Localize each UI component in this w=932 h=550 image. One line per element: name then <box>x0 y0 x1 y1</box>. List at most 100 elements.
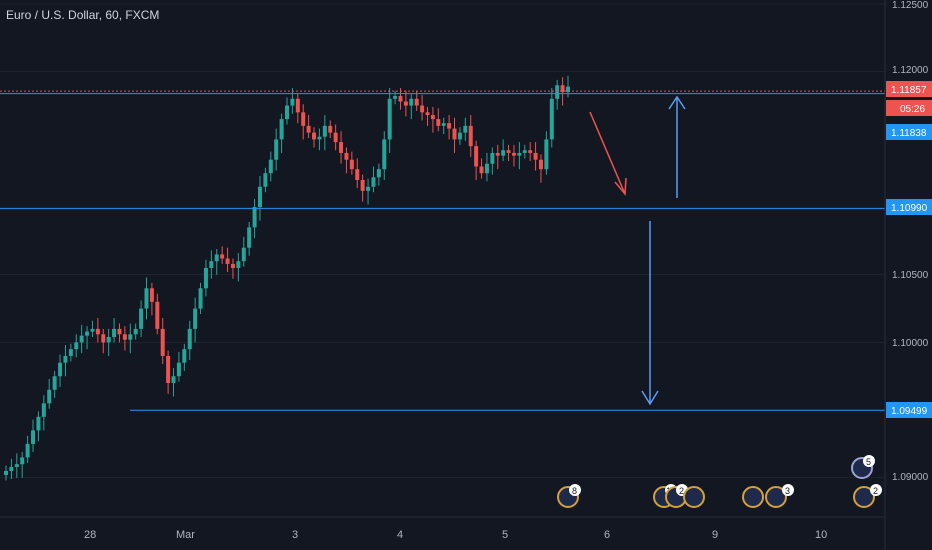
price-level-badge <box>886 199 932 215</box>
price-level-label: 1.09499 <box>891 406 928 417</box>
x-tick-label: 10 <box>815 529 827 541</box>
candle-body <box>436 119 441 126</box>
event-marker[interactable]: 5 <box>851 455 875 479</box>
candle-body <box>230 263 235 268</box>
candle-body <box>560 85 565 93</box>
candle-body <box>160 328 165 356</box>
candle-body <box>425 112 430 116</box>
candle-body <box>360 180 365 191</box>
blue-up-arrow-head <box>668 95 686 110</box>
candle-body <box>101 334 106 343</box>
event-marker[interactable]: 2 <box>853 484 882 508</box>
candle-body <box>36 416 41 431</box>
chart-title: Euro / U.S. Dollar, 60, FXCM <box>6 8 160 22</box>
candle-body <box>236 261 241 268</box>
grid <box>0 3 885 479</box>
candle-body <box>376 169 381 178</box>
candle-body <box>95 328 100 335</box>
candle-body <box>306 125 311 133</box>
candle-body <box>252 207 257 228</box>
price-level-label: 1.10990 <box>891 203 928 214</box>
candle-body <box>528 150 533 153</box>
candle-body <box>290 98 295 106</box>
candle-body <box>463 125 468 133</box>
countdown-label: 05:26 <box>900 104 925 115</box>
candle-body <box>409 98 414 106</box>
candle-body <box>214 254 219 262</box>
candle-body <box>193 308 198 329</box>
candle-body <box>209 261 214 268</box>
candle-body <box>339 142 344 153</box>
candle-body <box>452 128 457 140</box>
candle-body <box>403 101 408 106</box>
candle-body <box>301 112 306 126</box>
candle-body <box>14 464 19 467</box>
event-marker[interactable]: 8 <box>557 484 581 508</box>
candle-body <box>517 152 522 156</box>
candle-body <box>144 288 149 309</box>
candle-body <box>533 152 538 160</box>
flag-icon <box>853 486 875 508</box>
blue-down-arrow-head <box>641 390 659 406</box>
candle-body <box>47 389 52 404</box>
candle-body <box>176 362 181 377</box>
candle-body <box>31 430 36 444</box>
candle-body <box>484 163 489 174</box>
candle-body <box>220 254 225 259</box>
candle-body <box>68 349 73 356</box>
candle-body <box>501 150 506 156</box>
candle-body <box>149 288 154 302</box>
event-count-label: 8 <box>572 486 577 496</box>
candle-body <box>128 334 133 340</box>
x-tick-label: 4 <box>397 529 403 541</box>
event-count-label: 5 <box>866 457 871 467</box>
candle-body <box>511 152 516 156</box>
candle-body <box>414 98 419 106</box>
candle-body <box>349 159 354 170</box>
event-marker[interactable] <box>742 486 764 508</box>
candle-body <box>182 349 187 363</box>
event-marker[interactable]: 2 <box>665 484 688 508</box>
red-arrow-line <box>589 111 626 195</box>
candle-body <box>268 159 273 174</box>
candle-body <box>555 85 560 99</box>
candle-body <box>457 132 462 140</box>
candle-body <box>63 355 68 363</box>
event-count-badge <box>870 484 882 496</box>
candle-body <box>333 132 338 143</box>
y-tick-label: 1.09000 <box>892 472 929 483</box>
candle-body <box>382 139 387 170</box>
candle-body <box>203 267 208 289</box>
event-marker[interactable]: 3 <box>765 484 794 508</box>
candle-body <box>398 96 403 102</box>
candle-body <box>20 457 25 465</box>
candle-body <box>474 146 479 167</box>
candle-body <box>549 98 554 140</box>
candle-body <box>106 336 111 343</box>
x-tick-label: 28 <box>84 529 96 541</box>
event-marker[interactable] <box>683 486 705 508</box>
candle-body <box>420 105 425 113</box>
y-tick-label: 1.12500 <box>892 0 929 11</box>
candle-body <box>285 105 289 120</box>
candle-body <box>366 186 371 191</box>
horizontal-lines <box>0 90 885 411</box>
countdown-badge <box>886 100 932 116</box>
candle-body <box>198 288 203 309</box>
x-tick-label: 5 <box>502 529 508 541</box>
candle-body <box>117 328 122 335</box>
event-count-badge <box>782 484 794 496</box>
candle-body <box>241 247 246 262</box>
current-price-label: 1.11857 <box>891 85 927 96</box>
candle-body <box>328 125 333 133</box>
candle-body <box>187 328 192 350</box>
price-level-badge <box>886 402 932 418</box>
event-count-badge <box>569 484 581 496</box>
event-count-label: 2 <box>679 486 684 496</box>
x-tick-label: 3 <box>292 529 298 541</box>
candle-body <box>257 186 262 208</box>
x-tick-label: Mar <box>176 529 195 541</box>
flag-icon <box>683 486 705 508</box>
y-tick-label: 1.10500 <box>892 270 929 281</box>
